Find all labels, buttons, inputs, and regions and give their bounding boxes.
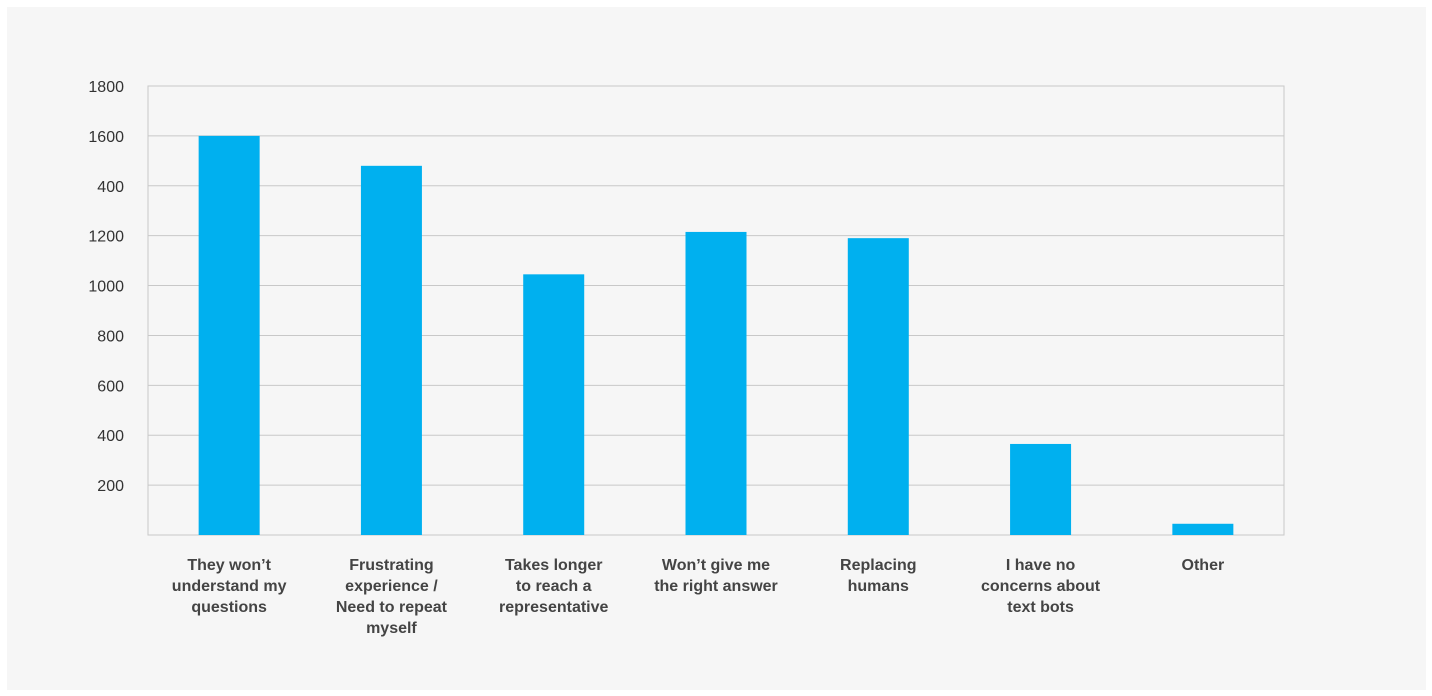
y-tick-label: 600	[97, 378, 124, 395]
x-category-label-line: They won’t	[187, 557, 271, 574]
y-tick-label: 400	[97, 428, 124, 445]
x-category-label: I have no concerns about text bots	[981, 557, 1101, 616]
x-category-label-line: the right answer	[654, 578, 778, 595]
bar	[360, 165, 422, 536]
y-tick-label: 200	[97, 478, 124, 495]
bar	[198, 135, 260, 535]
x-category-label-line: representative	[499, 599, 608, 616]
y-tick-label: 1200	[88, 229, 124, 246]
bar	[685, 231, 747, 536]
y-axis-ticks: 200 400 600 800 1000 1200 400 1600 1800	[88, 79, 124, 495]
bar	[1010, 443, 1072, 535]
x-axis-labels: They won’t understand my questions Frustrat…	[172, 557, 1224, 637]
x-category-label-line: understand my	[172, 578, 287, 595]
x-category-label-line: I have no	[1006, 557, 1076, 574]
x-category-label-line: questions	[191, 599, 267, 616]
y-tick-label: 1800	[88, 79, 124, 96]
x-category-label-line: Frustrating	[349, 557, 433, 574]
x-category-label-line: Takes longer	[505, 557, 603, 574]
x-category-label-line: Replacing	[840, 557, 916, 574]
x-category-label-line: text bots	[1007, 599, 1074, 616]
y-tick-label: 400	[97, 179, 124, 196]
bar	[523, 274, 585, 535]
x-category-label-line: concerns about	[981, 578, 1101, 595]
x-category-label: Other	[1182, 557, 1225, 574]
x-category-label-line: to reach a	[516, 578, 592, 595]
x-category-label: Takes longer to reach a representative	[499, 557, 608, 616]
x-category-label-line: Need to repeat	[336, 599, 448, 616]
bar	[1172, 523, 1234, 535]
x-category-label-line: experience /	[345, 578, 438, 595]
x-category-label-line: humans	[848, 578, 909, 595]
x-category-label-line: Won’t give me	[662, 557, 770, 574]
bar	[847, 238, 909, 535]
bars	[198, 135, 1234, 536]
x-category-label: Frustrating experience / Need to repeat mys…	[336, 557, 448, 637]
y-tick-label: 1600	[88, 129, 124, 146]
x-category-label-line: myself	[366, 620, 417, 637]
y-tick-label: 1000	[88, 279, 124, 296]
y-tick-label: 800	[97, 328, 124, 345]
gridlines	[148, 135, 1284, 486]
x-category-label: Replacing humans	[840, 557, 916, 595]
x-category-label-line: Other	[1182, 557, 1225, 574]
x-category-label: Won’t give me the right answer	[654, 557, 778, 595]
chart-card: 200 400 600 800 1000 1200 400 1600 1800 They won…	[7, 7, 1426, 690]
bar-chart: 200 400 600 800 1000 1200 400 1600 1800 They won…	[88, 79, 1285, 637]
x-category-label: They won’t understand my questions	[172, 557, 287, 616]
